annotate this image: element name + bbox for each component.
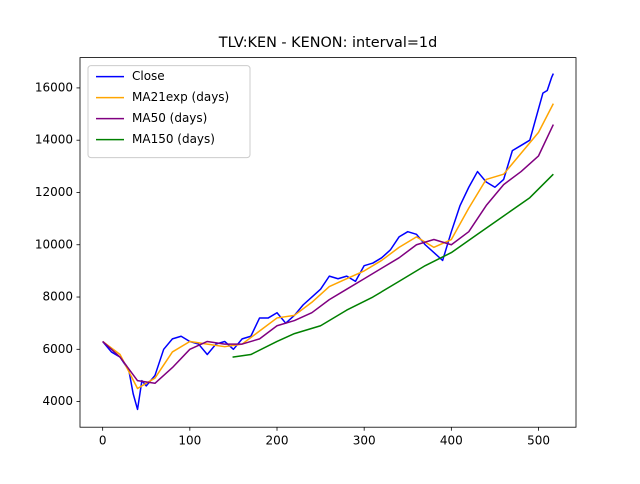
- legend-label: MA150 (days): [132, 132, 215, 146]
- y-tick-label: 8000: [42, 290, 73, 304]
- x-tick-label: 300: [353, 434, 376, 448]
- y-tick-label: 10000: [35, 237, 73, 251]
- y-tick-label: 4000: [42, 394, 73, 408]
- y-tick-label: 6000: [42, 342, 73, 356]
- chart-title: TLV:KEN - KENON: interval=1d: [218, 35, 437, 51]
- y-tick-label: 16000: [35, 80, 73, 94]
- x-tick-label: 100: [178, 434, 201, 448]
- x-tick-label: 400: [440, 434, 463, 448]
- line-series: [102, 73, 555, 411]
- x-tick-label: 500: [527, 434, 550, 448]
- axes-frame: [79, 57, 577, 428]
- legend-label: Close: [132, 69, 165, 83]
- legend-label: MA21exp (days): [132, 90, 229, 104]
- line-series: [232, 173, 554, 358]
- x-tick-label: 200: [266, 434, 289, 448]
- y-tick-label: 14000: [35, 133, 73, 147]
- legend-box: [87, 65, 251, 159]
- line-series: [102, 103, 555, 390]
- line-series: [102, 124, 555, 385]
- y-tick-label: 12000: [35, 185, 73, 199]
- x-tick-label: 0: [99, 434, 107, 448]
- legend-label: MA50 (days): [132, 111, 207, 125]
